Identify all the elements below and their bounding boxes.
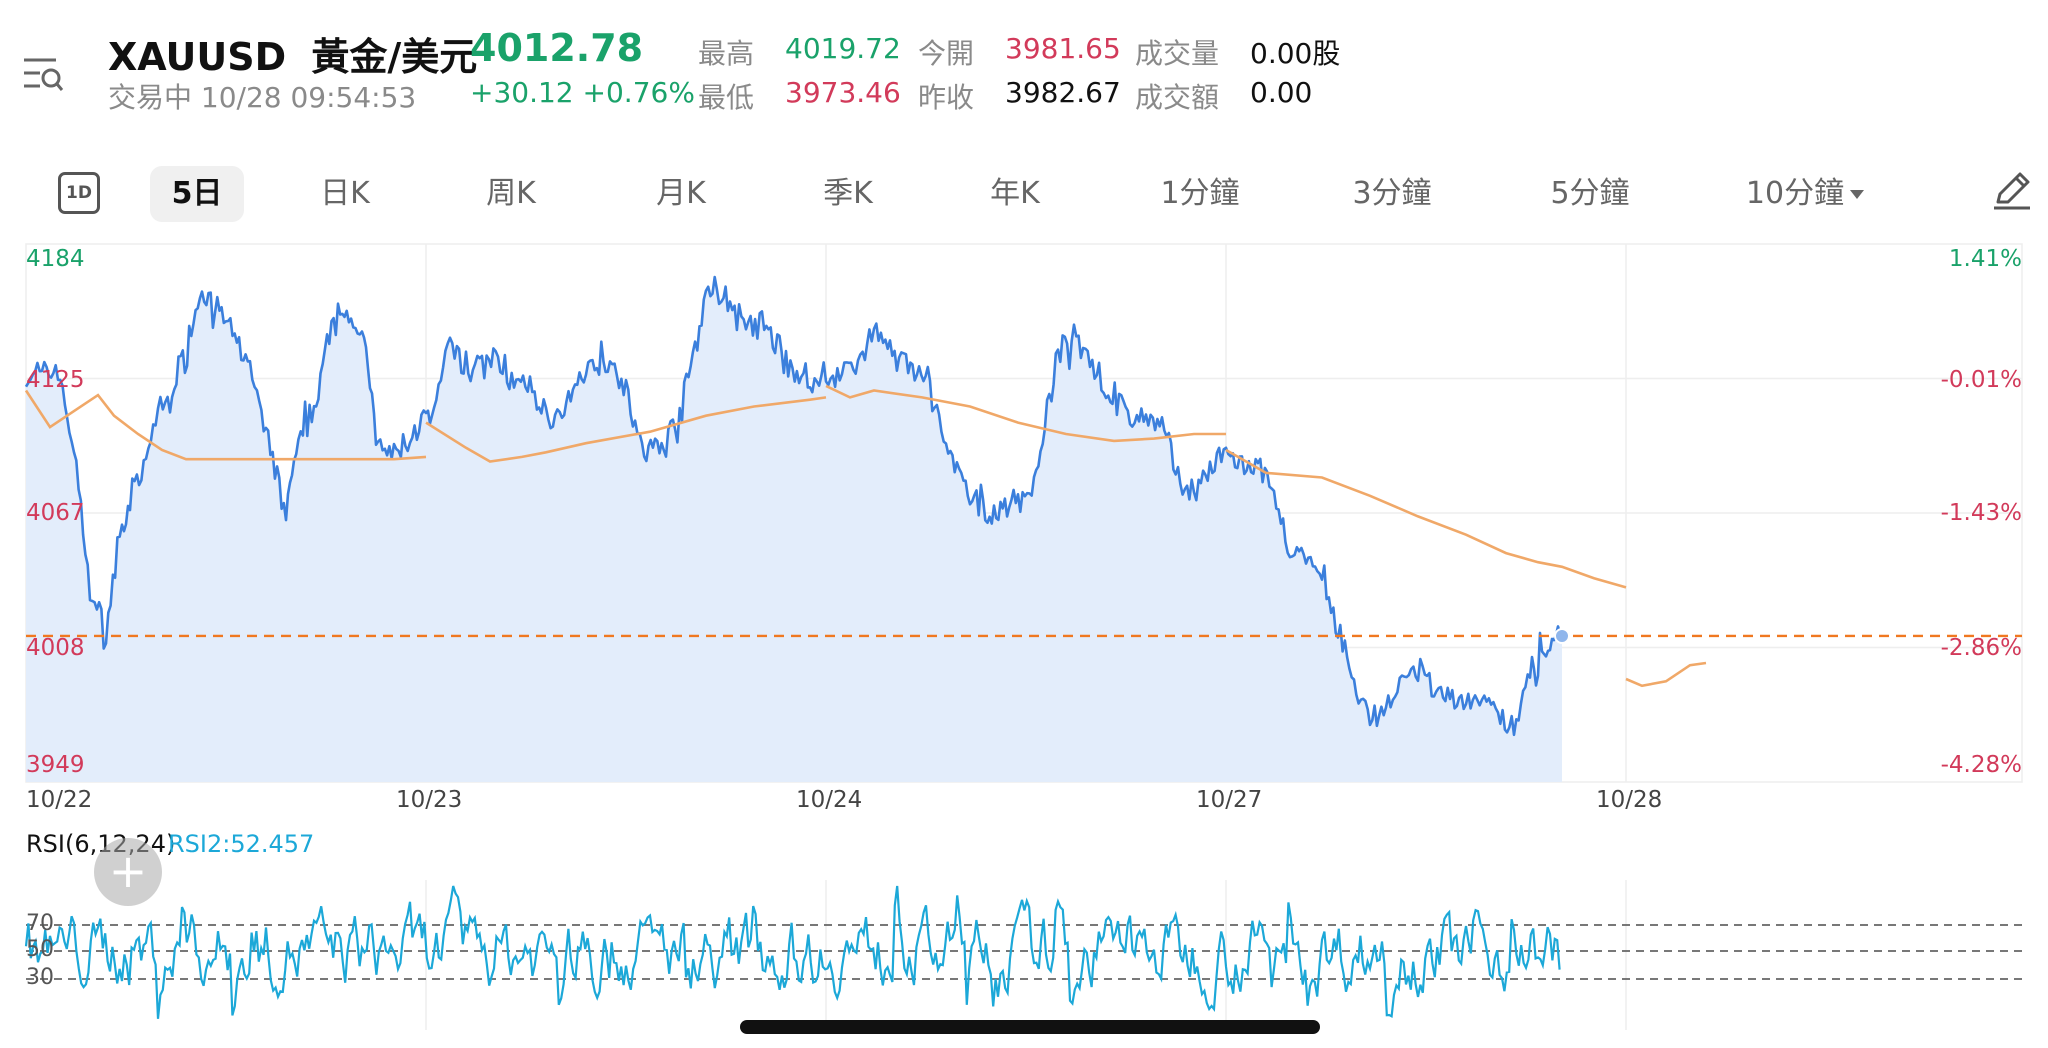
symbol-code: XAUUSD [108,35,287,79]
tab-9[interactable]: 5分鐘 [1520,166,1660,222]
x-tick: 10/24 [796,787,863,813]
tab-label: 5分鐘 [1550,176,1630,211]
current-price-dot [1554,627,1570,644]
tab-label: 5日 [171,176,223,211]
moving-average-line [825,384,1226,443]
tab-label: 10分鐘 [1745,176,1845,211]
stat-value: 4019.72 [785,32,901,65]
add-indicator-button[interactable]: + [94,838,162,906]
rsi-line [24,885,1561,1019]
rsi-level-label: 50 [26,937,54,962]
y-tick-left: 4184 [26,246,85,272]
price-area [26,277,1562,782]
caret-down-icon [1850,190,1865,199]
moving-average-line [24,389,427,461]
tab-5[interactable]: 季K [803,166,893,222]
x-tick: 10/28 [1596,787,1663,813]
tab-label: 周K [486,176,536,211]
tab-label: 年K [990,176,1040,211]
y-tick-right: -0.01% [1940,367,2022,394]
stat-label: 最低 [698,81,755,114]
tab-6[interactable]: 年K [970,166,1060,222]
y-tick-right: -1.43% [1940,499,2022,526]
home-indicator[interactable] [740,1020,1320,1034]
stat-label: 今開 [918,37,975,70]
tab-1[interactable]: 5日 [150,166,244,222]
symbol-title: XAUUSD 黃金/美元 [108,26,477,81]
tab-label: 日K [320,176,370,211]
stat-value: 3973.46 [785,76,901,109]
tab-1d[interactable]: 1D [58,172,100,214]
plus-icon: + [108,844,148,898]
price-change: +30.12 +0.76% [470,76,695,109]
symbol-name: 黃金/美元 [311,35,478,79]
y-tick-right: 1.41% [1948,246,2022,272]
current-price: 4012.78 [470,26,644,70]
tab-label: 3分鐘 [1352,176,1432,211]
tab-label: 季K [823,176,873,211]
moving-average-line [1225,448,1627,589]
tab-10[interactable]: 10分鐘 [1730,166,1880,222]
stat-label: 成交額 [1135,81,1220,114]
tab-7[interactable]: 1分鐘 [1130,166,1270,222]
pencil-icon[interactable] [1990,168,2034,212]
menu-search-icon[interactable] [22,56,64,96]
stat-label: 最高 [698,37,755,70]
y-tick-left: 4067 [26,499,85,526]
stat-value: 3981.65 [1005,32,1121,65]
tab-label: 月K [656,176,706,211]
tab-label: 1分鐘 [1160,176,1240,211]
stat-label: 昨收 [918,81,975,114]
stat-value: 0.00 [1250,76,1313,109]
stat-value: 3982.67 [1005,76,1121,109]
rsi-legend-value: RSI2:52.457 [168,830,315,858]
rsi-level-label: 70 [26,911,54,936]
x-tick: 10/22 [26,787,93,813]
moving-average-line [425,396,827,463]
tab-2[interactable]: 日K [300,166,390,222]
rsi-level-label: 30 [26,965,54,990]
y-tick-left: 4125 [26,367,85,394]
y-tick-right: -4.28% [1940,752,2022,778]
price-line [24,275,1563,737]
y-tick-left: 3949 [26,752,85,778]
stat-label: 成交量 [1135,37,1220,70]
x-tick: 10/23 [396,787,463,813]
y-tick-left: 4008 [26,634,85,661]
moving-average-line [1625,661,1707,688]
x-tick: 10/27 [1196,787,1263,813]
tab-3[interactable]: 周K [466,166,556,222]
stat-value: 0.00股 [1250,37,1341,70]
trading-status: 交易中 10/28 09:54:53 [108,81,417,114]
tab-8[interactable]: 3分鐘 [1322,166,1462,222]
tab-4[interactable]: 月K [636,166,726,222]
y-tick-right: -2.86% [1940,634,2022,661]
